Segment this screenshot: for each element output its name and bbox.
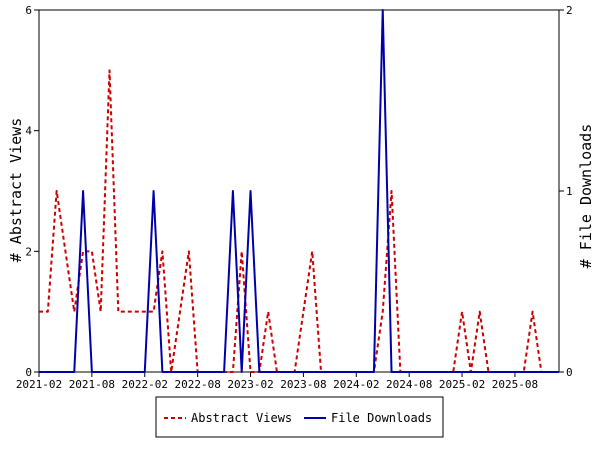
left-y-tick-label: 4 [25, 125, 32, 138]
right-y-tick-label: 2 [566, 4, 573, 17]
x-tick-label: 2023-02 [227, 378, 273, 391]
series-layer [39, 9, 559, 373]
x-tick-label: 2025-08 [492, 378, 538, 391]
plot-area [38, 9, 560, 373]
series-line-abstract-views [39, 69, 559, 373]
left-y-tick-label: 0 [25, 366, 32, 379]
legend-label-abstract-views: Abstract Views [191, 411, 292, 425]
x-tick-label: 2021-02 [16, 378, 62, 391]
right-y-tick-label: 0 [566, 366, 573, 379]
x-tick-label: 2024-08 [386, 378, 432, 391]
x-tick-label: 2022-02 [122, 378, 168, 391]
x-tick-labels: 2021-02 2021-08 2022-02 2022-08 2023-02 2023-… [16, 378, 538, 391]
x-tick-label: 2023-08 [280, 378, 326, 391]
legend-box [155, 396, 444, 438]
x-tick-label: 2025-02 [439, 378, 485, 391]
x-tick-label: 2021-08 [69, 378, 115, 391]
legend: Abstract Views File Downloads [155, 396, 444, 438]
left-y-tick-labels: 0 2 4 6 [25, 4, 32, 379]
left-y-tick-label: 6 [25, 4, 32, 17]
legend-label-file-downloads: File Downloads [331, 411, 432, 425]
left-y-tick-label: 2 [25, 245, 32, 258]
left-y-axis-title: # Abstract Views [7, 118, 25, 263]
x-tick-label: 2024-02 [333, 378, 379, 391]
right-y-axis-title: # File Downloads [577, 124, 595, 269]
right-y-tick-labels: 0 1 2 [566, 4, 573, 379]
series-line-file-downloads [39, 9, 559, 373]
right-y-tick-label: 1 [566, 185, 573, 198]
x-tick-label: 2022-08 [174, 378, 220, 391]
